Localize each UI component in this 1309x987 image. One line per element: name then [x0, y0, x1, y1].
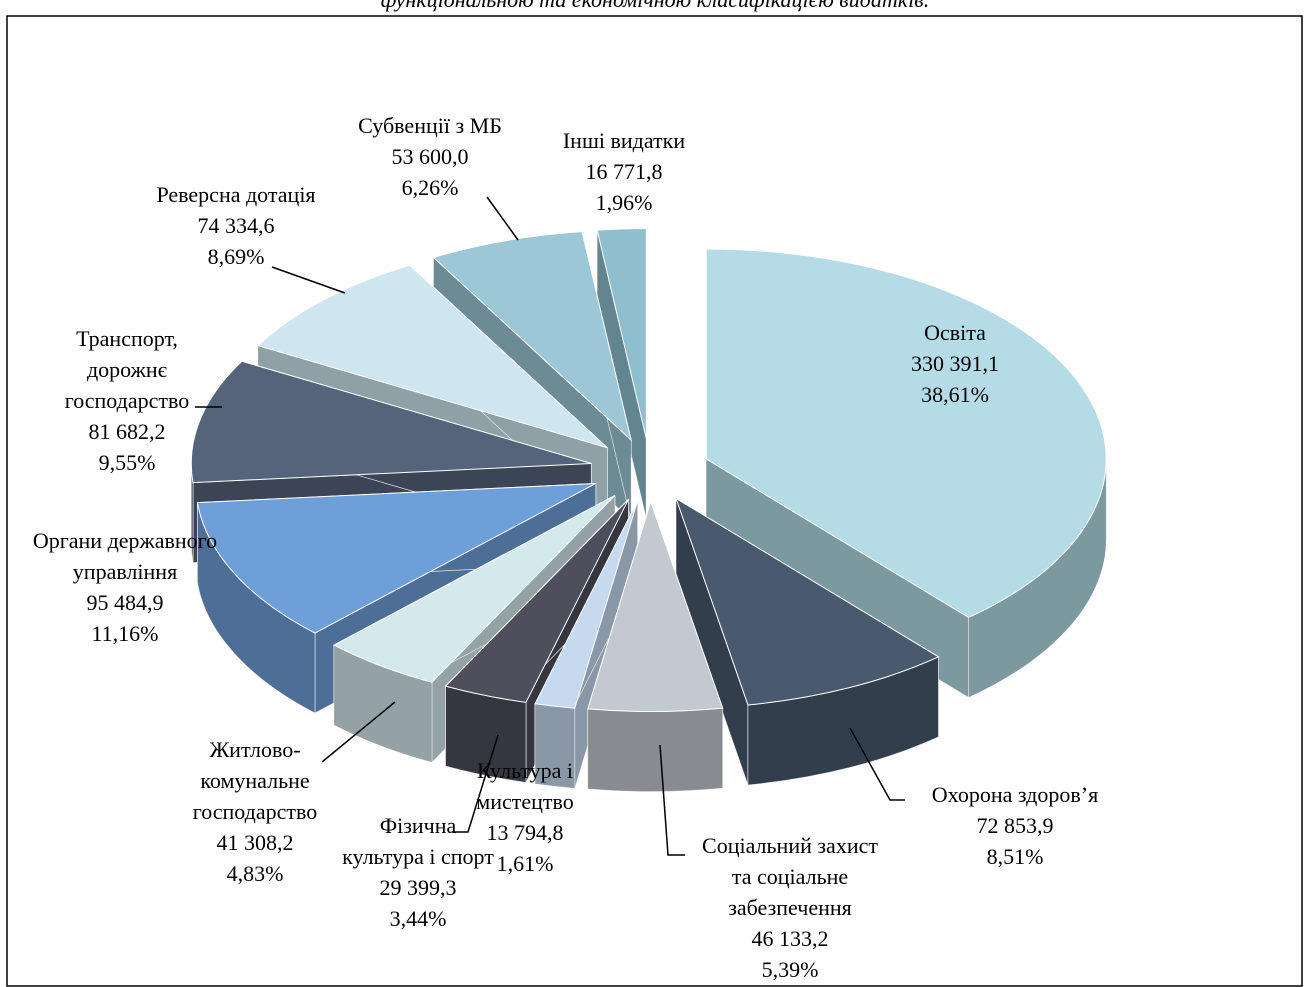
data-label: 1,96% [596, 190, 653, 215]
data-label: мистецтво [476, 789, 573, 814]
leader-line [321, 701, 396, 763]
data-label: 4,83% [227, 861, 284, 886]
outer-wall-shade [587, 708, 723, 792]
outer-wall-shade [968, 458, 1107, 698]
data-label: 41 308,2 [217, 830, 294, 855]
slice-top [256, 264, 608, 449]
data-label: культура і спорт [342, 844, 494, 869]
pie [190, 228, 1107, 792]
data-label: 81 682,2 [89, 419, 166, 444]
data-label: комунальне [200, 768, 309, 793]
data-label: 3,44% [390, 906, 447, 931]
data-label: управління [73, 559, 177, 584]
slice-top [705, 248, 1107, 618]
data-label: Субвенції з МБ [358, 113, 502, 138]
data-label: 8,69% [208, 244, 265, 269]
radial-wall-shade [597, 230, 647, 519]
data-label: господарство [193, 799, 318, 824]
data-label: 38,61% [921, 382, 989, 407]
slice-top [587, 499, 724, 712]
data-label: Освіта [924, 320, 986, 345]
leader-line [849, 727, 905, 801]
slice-top [196, 482, 597, 634]
data-label: 74 334,6 [198, 213, 275, 238]
slice-top [444, 499, 629, 703]
leader-line [659, 744, 685, 856]
data-label: 72 853,9 [977, 813, 1054, 838]
slice-top [332, 495, 616, 683]
data-label: Органи державного [33, 528, 217, 553]
outer-wall-shade [445, 686, 526, 783]
data-label: 13 794,8 [487, 820, 564, 845]
data-label: 5,39% [762, 957, 819, 982]
data-label: Охорона здоров’я [932, 782, 1098, 807]
chart-title: функціональною та економічною класифікац… [381, 0, 930, 12]
radial-wall-shade [676, 498, 748, 785]
data-label: 46 133,2 [752, 926, 829, 951]
data-label: 29 399,3 [380, 875, 457, 900]
data-label: 9,55% [99, 450, 156, 475]
leader-line [271, 266, 346, 294]
slice-top [432, 231, 632, 442]
data-label: 330 391,1 [911, 351, 999, 376]
leader-line [452, 734, 499, 833]
data-label: Фізична [380, 813, 457, 838]
data-label: 11,16% [91, 621, 158, 646]
data-label: забезпечення [728, 895, 852, 920]
slice [587, 499, 724, 792]
data-label: Соціальний захист [702, 833, 878, 858]
outer-wall-shade [535, 703, 575, 789]
data-label: та соціальне [732, 864, 848, 889]
data-label: Реверсна дотація [156, 182, 315, 207]
slice-top [534, 500, 639, 709]
data-label: 16 771,8 [586, 159, 663, 184]
data-label: 6,26% [402, 175, 459, 200]
data-label: 8,51% [987, 844, 1044, 869]
slice [596, 228, 647, 519]
outer-wall-shade [747, 656, 939, 785]
leader-line [486, 196, 519, 241]
data-label: дорожнє [87, 357, 168, 382]
data-label: 95 484,9 [87, 590, 164, 615]
data-label: Культура і [477, 758, 573, 783]
slice-top [596, 228, 647, 439]
data-label: Інші видатки [563, 128, 686, 153]
slice-top [675, 497, 940, 706]
data-label: 53 600,0 [392, 144, 469, 169]
data-label: Транспорт, [76, 326, 178, 351]
outer-wall-shade [197, 502, 315, 714]
labels: Освіта 330 391,1 38,61% Охорона здоров’я 72 … [33, 113, 1098, 982]
slice-top [190, 360, 592, 484]
data-label: 1,61% [497, 851, 554, 876]
slice [675, 497, 940, 786]
outer-wall-shade [191, 463, 193, 563]
data-label: Житлово- [209, 737, 300, 762]
data-label: господарство [65, 388, 190, 413]
